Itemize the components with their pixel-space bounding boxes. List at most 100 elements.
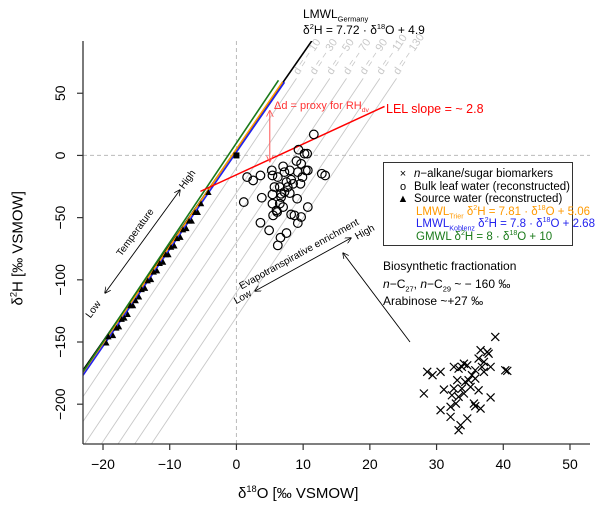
biomarker-point [439, 385, 449, 394]
leaf-water-point [320, 170, 331, 181]
x-tick-label: −10 [158, 456, 182, 472]
x-tick-label: 40 [495, 456, 511, 472]
leaf-water-point [281, 228, 292, 238]
lel-label: LEL slope = ~ 2.8 [386, 102, 484, 116]
source-water-point [135, 293, 143, 300]
biomarker-point [452, 375, 462, 385]
source-water-point [109, 332, 117, 339]
leaf-water-point [308, 129, 319, 140]
leaf-water-point [292, 218, 303, 228]
leaf-water-point [296, 212, 307, 222]
source-water-point [121, 314, 128, 321]
biomarker-point [479, 357, 489, 367]
delta-d-label: Δd = proxy for RHdv [274, 100, 369, 115]
leaf-water-point [296, 158, 307, 169]
leaf-water-point [272, 240, 283, 251]
biomarker-point [422, 367, 432, 377]
legend-symbol-icon: o [399, 180, 407, 193]
y-tick-label: −200 [52, 388, 68, 420]
biomarker-point [477, 362, 487, 372]
biomarker-point [484, 349, 494, 359]
biomarker-point [470, 401, 480, 411]
leaf-water-point [299, 148, 310, 159]
leaf-water-point [264, 225, 275, 236]
biomarker-point [457, 384, 467, 393]
biomarker-point [436, 367, 445, 377]
biomarker-point [454, 425, 464, 435]
plot-clip-group [83, 41, 590, 444]
leaf-water-point [276, 192, 287, 203]
leaf-water-point [282, 182, 293, 192]
legend: × n−alkane/sugar biomarkers o Bulk leaf wat… [383, 162, 595, 246]
biomarker-point [456, 420, 466, 430]
leaf-water-point [281, 177, 292, 187]
source-water-point [124, 311, 131, 317]
leaf-water-point [268, 210, 279, 221]
source-water-point [194, 209, 201, 215]
legend-label: LMWLTrier δ2H = 7.81 · δ18O + 5.06 [416, 203, 590, 220]
biomarker-point [479, 367, 489, 377]
legend-symbol-icon: × [399, 168, 407, 180]
y-tick-label: 50 [52, 85, 68, 101]
biomarker-point [436, 405, 445, 415]
biomarker-point [500, 365, 510, 375]
leaf-water-point [269, 182, 280, 192]
y-axis-title: δ2H [‰ VSMOW] [8, 191, 27, 306]
legend-label: GMWL δ2H = 8 · δ18O + 10 [416, 228, 553, 243]
temperature-arrow [105, 190, 180, 293]
leaf-water-point [300, 165, 311, 176]
legend-item: ▲ Source water (reconstructed) [392, 193, 563, 206]
biomarker-point [428, 370, 437, 380]
x-tick-label: 20 [362, 456, 378, 472]
water-line-gmwl [83, 79, 280, 373]
x-tick-label: −20 [91, 456, 115, 472]
biomarker-point [419, 389, 429, 398]
source-water-point [115, 323, 123, 330]
source-water-point [205, 189, 212, 196]
leaf-water-point [295, 178, 306, 189]
legend-label: LMWLKoblenz δ2H = 7.8 · δ18O + 2.68 [416, 216, 595, 233]
leaf-water-point [255, 217, 266, 228]
biomarker-point [476, 345, 486, 355]
lel-line [200, 105, 385, 193]
legend-item: LMWLKoblenz δ2H = 7.8 · δ18O + 2.68 [416, 216, 595, 233]
legend-label: n−alkane/sugar biomarkers [414, 168, 554, 180]
biomarker-point [449, 384, 459, 393]
y-tick-label: 0 [52, 151, 68, 159]
source-water-point [103, 339, 110, 346]
biomarker-point [469, 399, 479, 409]
leaf-water-point [267, 170, 278, 181]
biomarker-point [446, 402, 455, 412]
biomarker-point [476, 404, 486, 413]
leaf-water-point [272, 172, 283, 182]
x-axis-title: δ18O [‰ VSMOW] [238, 484, 359, 502]
leaf-water-point [256, 192, 267, 203]
leaf-water-point [271, 205, 282, 216]
legend-label: Bulk leaf water (reconstructed) [414, 180, 570, 193]
legend-item: LMWLTrier δ2H = 7.81 · δ18O + 5.06 [416, 203, 590, 220]
biomarker-point [451, 399, 461, 409]
leaf-water-point [288, 178, 299, 189]
lmwl-germany-title: LMWLGermany [303, 7, 369, 24]
vsmow-point [233, 152, 240, 159]
biomarker-point [449, 362, 459, 372]
x-tick-label: 10 [295, 456, 311, 472]
leaf-water-point [302, 202, 313, 212]
biomarker-point [470, 365, 480, 375]
legend-symbol-icon: ▲ [397, 193, 409, 205]
x-tick-label: 30 [429, 456, 445, 472]
biomarker-point [462, 360, 472, 370]
biomarker-point [502, 366, 512, 376]
biosynthetic-arabinose: Arabinose ~+27 ‰ [383, 294, 484, 308]
source-water-point [183, 225, 190, 232]
biosynthetic-alkane: n−C27, n−C29 ~ − 160 ‰ [383, 277, 511, 294]
evap-arrow [255, 238, 351, 291]
source-water-point [188, 217, 195, 224]
biomarker-point [457, 362, 467, 372]
d-excess-line [84, 78, 331, 444]
leaf-water-point [302, 148, 313, 159]
biomarker-point [446, 412, 455, 422]
leaf-water-point [291, 156, 302, 166]
